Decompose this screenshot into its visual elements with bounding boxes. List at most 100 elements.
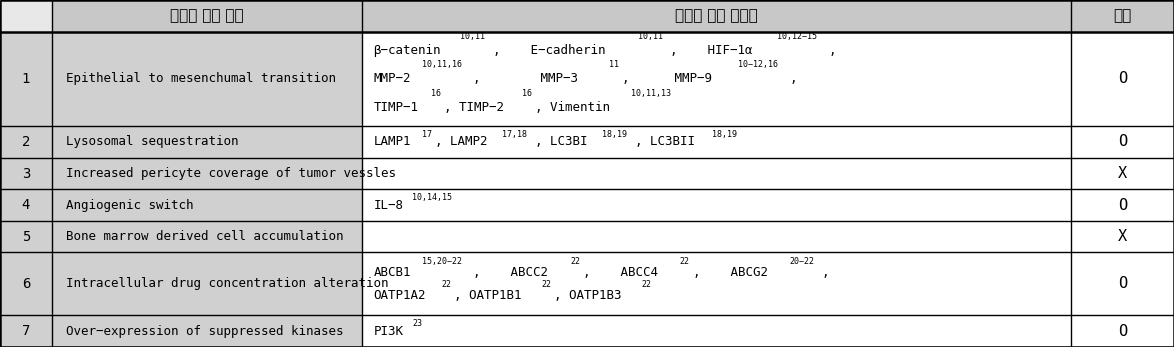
Bar bbox=[362, 0, 1071, 32]
Text: ,: , bbox=[822, 266, 829, 279]
Text: 16: 16 bbox=[431, 89, 441, 98]
Text: 2: 2 bbox=[21, 135, 31, 149]
Text: 6: 6 bbox=[21, 277, 31, 291]
Text: TIMP−1: TIMP−1 bbox=[373, 101, 418, 114]
Bar bbox=[362, 158, 1071, 189]
Text: ,        MMP−3: , MMP−3 bbox=[473, 73, 579, 85]
Text: O: O bbox=[1118, 71, 1127, 86]
Text: Intracellular drug concentration alteration: Intracellular drug concentration alterat… bbox=[66, 277, 389, 290]
Text: 연구: 연구 bbox=[1113, 8, 1132, 23]
Text: O: O bbox=[1118, 197, 1127, 213]
Text: , OATP1B1: , OATP1B1 bbox=[454, 289, 521, 302]
Text: 23: 23 bbox=[412, 319, 421, 328]
Text: 22: 22 bbox=[680, 257, 690, 266]
Bar bbox=[1071, 32, 1174, 126]
Text: 22: 22 bbox=[571, 257, 580, 266]
Bar bbox=[0, 252, 52, 315]
Text: 5: 5 bbox=[21, 230, 31, 244]
Bar bbox=[0, 32, 52, 126]
Text: ,    ABCC4: , ABCC4 bbox=[583, 266, 657, 279]
Text: 16: 16 bbox=[521, 89, 532, 98]
Bar bbox=[52, 221, 362, 252]
Text: 4: 4 bbox=[21, 198, 31, 212]
Text: ,: , bbox=[828, 44, 836, 57]
Text: , Vimentin: , Vimentin bbox=[534, 101, 609, 114]
Bar bbox=[362, 32, 1071, 126]
Text: 7: 7 bbox=[21, 324, 31, 338]
Text: 10−12,16: 10−12,16 bbox=[737, 60, 778, 69]
Bar bbox=[52, 158, 362, 189]
Bar bbox=[52, 315, 362, 347]
Bar bbox=[1071, 158, 1174, 189]
Bar bbox=[0, 126, 52, 158]
Text: , LC3BII: , LC3BII bbox=[635, 135, 695, 149]
Text: 15,20−22: 15,20−22 bbox=[421, 257, 461, 266]
Text: β−catenin: β−catenin bbox=[373, 44, 440, 57]
Text: ,    ABCC2: , ABCC2 bbox=[473, 266, 548, 279]
Text: 10,11,16: 10,11,16 bbox=[421, 60, 461, 69]
Bar bbox=[52, 252, 362, 315]
Text: 22: 22 bbox=[441, 280, 451, 289]
Text: Lysosomal sequestration: Lysosomal sequestration bbox=[66, 135, 238, 149]
Bar bbox=[362, 189, 1071, 221]
Text: O: O bbox=[1118, 324, 1127, 339]
Bar bbox=[0, 189, 52, 221]
Text: , OATP1B3: , OATP1B3 bbox=[554, 289, 621, 302]
Text: 1: 1 bbox=[21, 72, 31, 86]
Text: Angiogenic switch: Angiogenic switch bbox=[66, 198, 194, 212]
Text: Bone marrow derived cell accumulation: Bone marrow derived cell accumulation bbox=[66, 230, 343, 243]
Text: PI3K: PI3K bbox=[373, 325, 404, 338]
Text: 17,18: 17,18 bbox=[502, 130, 527, 139]
Bar bbox=[1071, 189, 1174, 221]
Text: 항암제 내성 기전: 항암제 내성 기전 bbox=[170, 8, 243, 23]
Text: OATP1A2: OATP1A2 bbox=[373, 289, 426, 302]
Text: 10,11: 10,11 bbox=[637, 32, 663, 41]
Text: ,: , bbox=[789, 73, 797, 85]
Bar bbox=[0, 0, 52, 32]
Text: Over−expression of suppressed kinases: Over−expression of suppressed kinases bbox=[66, 325, 343, 338]
Text: 10,14,15: 10,14,15 bbox=[412, 193, 452, 202]
Text: LAMP1: LAMP1 bbox=[373, 135, 411, 149]
Text: Epithelial to mesenchumal transition: Epithelial to mesenchumal transition bbox=[66, 73, 336, 85]
Text: , LC3BI: , LC3BI bbox=[534, 135, 587, 149]
Bar bbox=[1071, 221, 1174, 252]
Text: 18,19: 18,19 bbox=[602, 130, 627, 139]
Text: 10,11,13: 10,11,13 bbox=[632, 89, 672, 98]
Text: 18,19: 18,19 bbox=[713, 130, 737, 139]
Text: ,    HIF−1α: , HIF−1α bbox=[670, 44, 753, 57]
Text: O: O bbox=[1118, 277, 1127, 291]
Bar bbox=[1071, 126, 1174, 158]
Bar bbox=[362, 221, 1071, 252]
Bar bbox=[362, 315, 1071, 347]
Text: IL−8: IL−8 bbox=[373, 198, 404, 212]
Text: Increased pericyte coverage of tumor vessles: Increased pericyte coverage of tumor ves… bbox=[66, 167, 396, 180]
Bar bbox=[52, 126, 362, 158]
Text: , TIMP−2: , TIMP−2 bbox=[444, 101, 505, 114]
Text: 10,12−15: 10,12−15 bbox=[776, 32, 817, 41]
Bar bbox=[0, 221, 52, 252]
Text: ,    ABCG2: , ABCG2 bbox=[693, 266, 768, 279]
Bar bbox=[0, 158, 52, 189]
Text: 10,11: 10,11 bbox=[460, 32, 485, 41]
Text: 17: 17 bbox=[421, 130, 432, 139]
Text: MMP−2: MMP−2 bbox=[373, 73, 411, 85]
Bar bbox=[1071, 252, 1174, 315]
Text: X: X bbox=[1118, 229, 1127, 244]
Text: , LAMP2: , LAMP2 bbox=[434, 135, 487, 149]
Text: 3: 3 bbox=[21, 167, 31, 180]
Bar bbox=[362, 252, 1071, 315]
Text: ,    E−cadherin: , E−cadherin bbox=[493, 44, 605, 57]
Bar bbox=[52, 0, 362, 32]
Text: O: O bbox=[1118, 134, 1127, 150]
Bar bbox=[1071, 315, 1174, 347]
Text: ABCB1: ABCB1 bbox=[373, 266, 411, 279]
Bar bbox=[1071, 0, 1174, 32]
Text: 알려진 관련 유전자: 알려진 관련 유전자 bbox=[675, 8, 757, 23]
Bar bbox=[52, 189, 362, 221]
Bar bbox=[52, 32, 362, 126]
Text: X: X bbox=[1118, 166, 1127, 181]
Text: 20−22: 20−22 bbox=[789, 257, 815, 266]
Text: 22: 22 bbox=[541, 280, 551, 289]
Text: 11: 11 bbox=[609, 60, 619, 69]
Bar bbox=[0, 315, 52, 347]
